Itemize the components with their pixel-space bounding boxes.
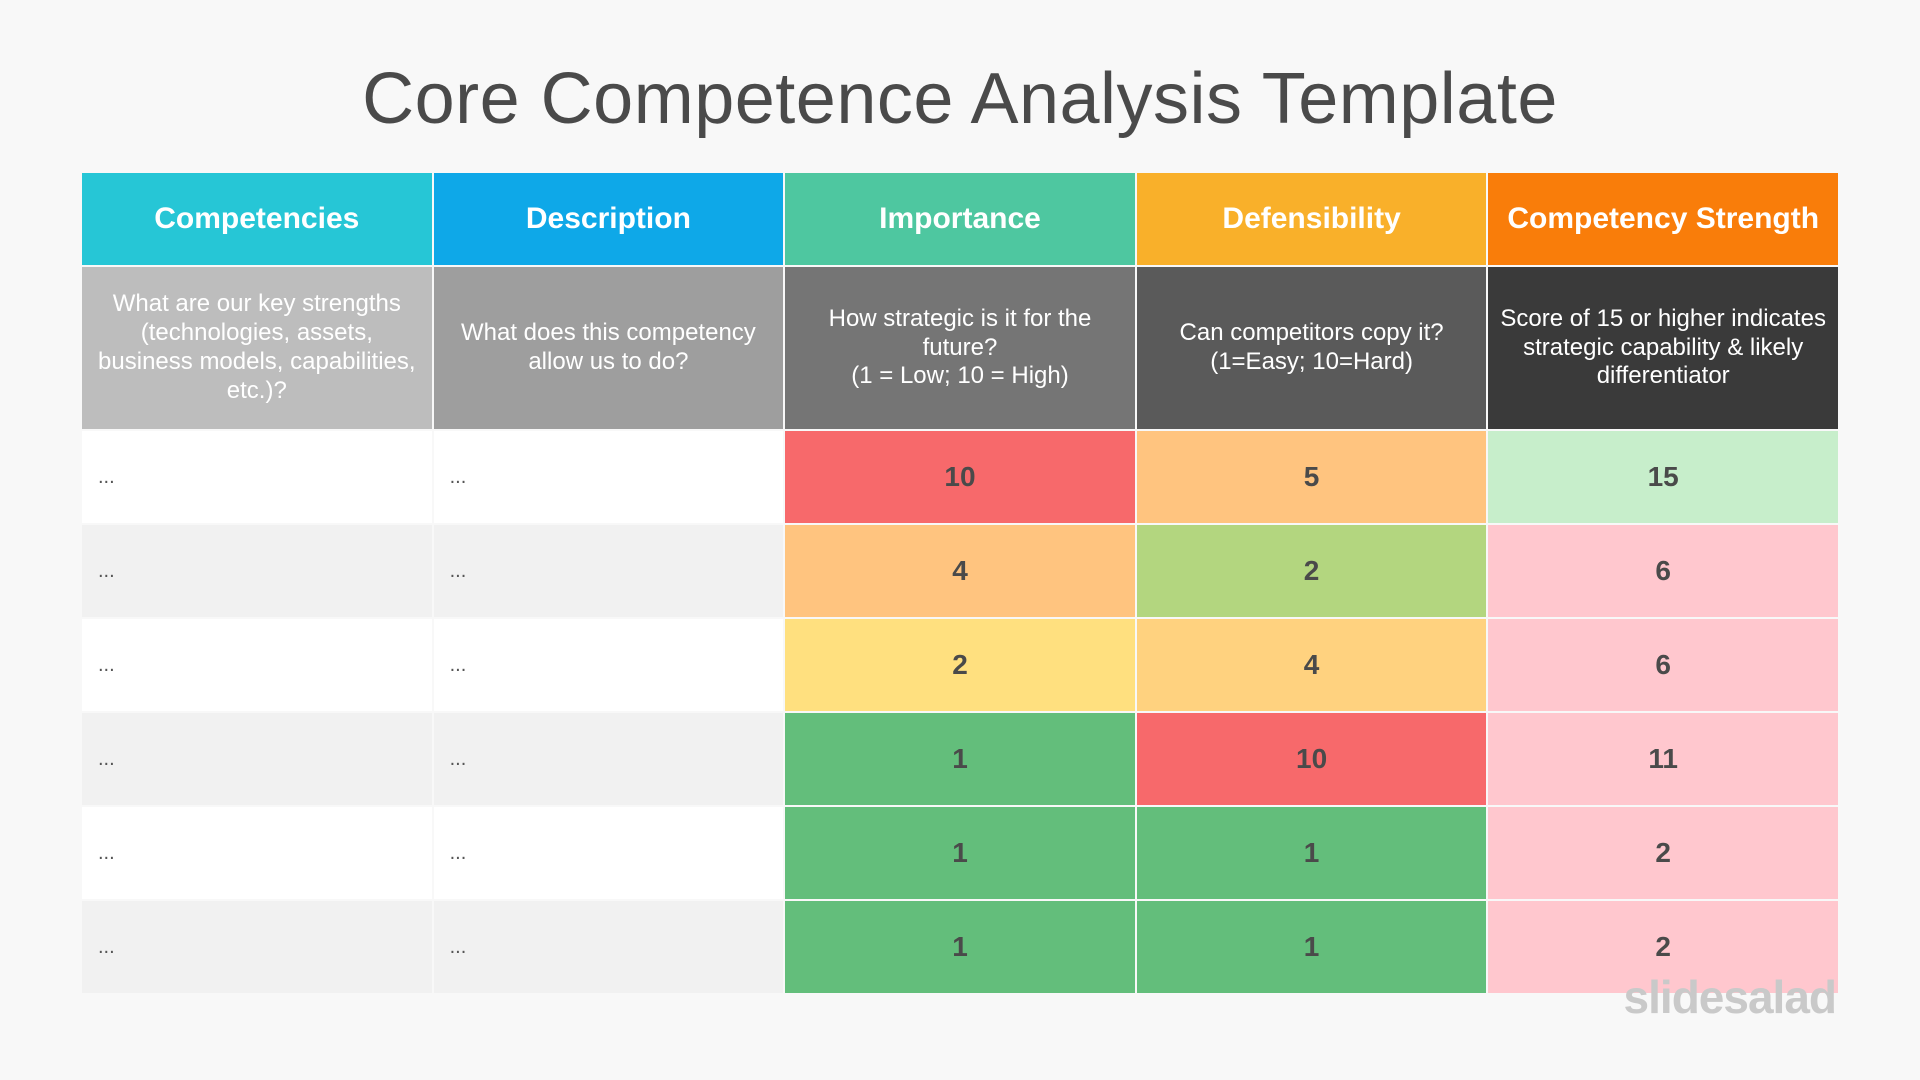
importance-score: 1 — [785, 807, 1135, 899]
defensibility-score: 1 — [1136, 807, 1487, 899]
defensibility-score: 2 — [1136, 525, 1487, 617]
column-header-defensibility: Defensibility — [1136, 173, 1487, 265]
column-header-competency-strength: Competency Strength — [1488, 173, 1838, 265]
strength-score: 6 — [1488, 619, 1838, 711]
description-cell: ... — [433, 807, 784, 899]
question-competencies: What are our key strengths (technologies… — [82, 267, 432, 429]
competency-cell: ... — [82, 901, 432, 993]
competency-cell: ... — [82, 713, 432, 805]
question-importance: How strategic is it for the future? (1 =… — [785, 267, 1135, 429]
question-defensibility: Can competitors copy it? (1=Easy; 10=Har… — [1136, 267, 1487, 429]
description-cell: ... — [433, 431, 784, 523]
strength-score: 11 — [1488, 713, 1838, 805]
defensibility-score: 1 — [1136, 901, 1487, 993]
description-cell: ... — [433, 525, 784, 617]
competency-cell: ... — [82, 619, 432, 711]
question-competency-strength: Score of 15 or higher indicates strategi… — [1488, 267, 1838, 429]
strength-score: 2 — [1488, 901, 1838, 993]
importance-score: 1 — [785, 713, 1135, 805]
description-cell: ... — [433, 619, 784, 711]
defensibility-score: 4 — [1136, 619, 1487, 711]
question-description: What does this competency allow us to do… — [433, 267, 784, 429]
competence-table: Competencies Description Importance Defe… — [82, 173, 1838, 993]
importance-score: 2 — [785, 619, 1135, 711]
strength-score: 15 — [1488, 431, 1838, 523]
defensibility-score: 5 — [1136, 431, 1487, 523]
strength-score: 2 — [1488, 807, 1838, 899]
importance-score: 1 — [785, 901, 1135, 993]
importance-score: 10 — [785, 431, 1135, 523]
competency-cell: ... — [82, 807, 432, 899]
competency-cell: ... — [82, 525, 432, 617]
defensibility-score: 10 — [1136, 713, 1487, 805]
importance-score: 4 — [785, 525, 1135, 617]
column-header-description: Description — [433, 173, 784, 265]
description-cell: ... — [433, 901, 784, 993]
description-cell: ... — [433, 713, 784, 805]
competency-cell: ... — [82, 431, 432, 523]
strength-score: 6 — [1488, 525, 1838, 617]
column-header-competencies: Competencies — [82, 173, 432, 265]
page-title: Core Competence Analysis Template — [362, 59, 1558, 139]
column-header-importance: Importance — [785, 173, 1135, 265]
slidesalad-logo: slidesalad — [1623, 971, 1837, 1023]
